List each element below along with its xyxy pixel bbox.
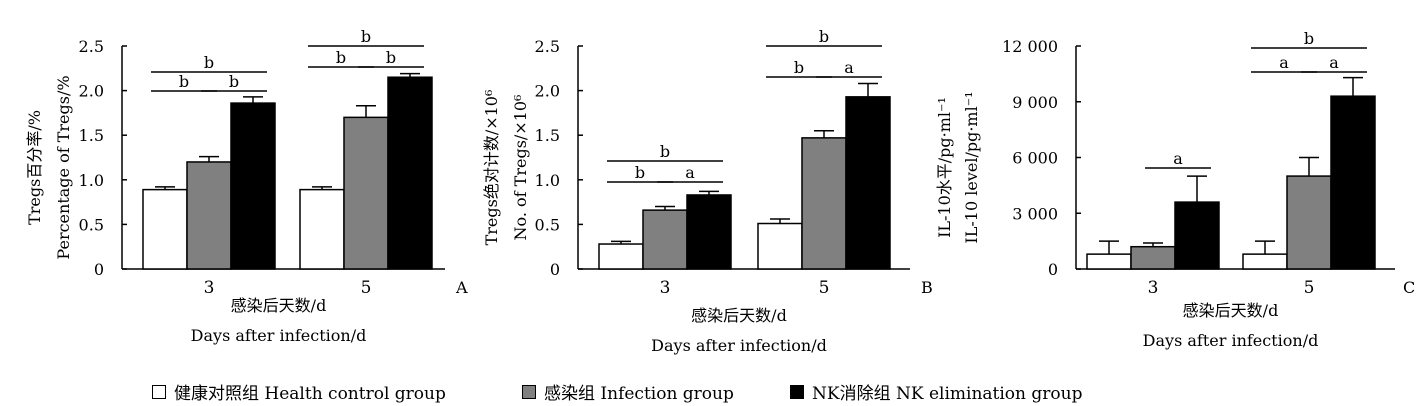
bar bbox=[186, 161, 232, 270]
y-tick-label: 2.5 bbox=[79, 37, 104, 56]
significance-label: a bbox=[685, 163, 695, 182]
legend-item-infection: 感染组 Infection group bbox=[522, 379, 734, 404]
legend-swatch-gray bbox=[522, 384, 536, 399]
significance-label: b bbox=[229, 72, 239, 91]
significance-label: a bbox=[1279, 53, 1289, 72]
y-tick-label: 6 000 bbox=[1012, 149, 1058, 168]
y-axis-label-en: IL-10 level/pg·ml⁻¹ bbox=[962, 91, 981, 243]
bar bbox=[845, 96, 891, 270]
legend-label: 感染组 Infection group bbox=[544, 384, 734, 404]
y-axis-label-cn: Tregs绝对计数/×10⁶ bbox=[482, 90, 501, 246]
significance-label: b bbox=[179, 72, 189, 91]
x-category-label: 5 bbox=[361, 278, 372, 298]
significance-label: a bbox=[844, 58, 854, 77]
legend-label: NK消除组 NK elimination group bbox=[812, 384, 1083, 404]
x-axis-label-en: Days after infection/d bbox=[191, 326, 367, 345]
bar bbox=[1130, 245, 1176, 270]
y-tick-label: 9 000 bbox=[1012, 93, 1058, 112]
legend-label: 健康对照组 Health control group bbox=[174, 384, 446, 404]
y-tick-label: 2.0 bbox=[535, 82, 560, 101]
legend: 健康对照组 Health control group 感染组 Infection… bbox=[0, 372, 1423, 406]
bar bbox=[1086, 253, 1132, 270]
y-tick-label: 12 000 bbox=[1002, 37, 1058, 56]
y-tick-label: 0 bbox=[1048, 260, 1058, 279]
y-tick-label: 3 000 bbox=[1012, 204, 1058, 223]
x-category-label: 3 bbox=[204, 278, 215, 298]
y-axis-label-en: No. of Tregs/×10⁶ bbox=[511, 95, 530, 241]
significance-label: b bbox=[1304, 29, 1314, 48]
bar bbox=[1242, 253, 1288, 270]
significance-label: a bbox=[1329, 53, 1339, 72]
significance-label: b bbox=[660, 142, 670, 161]
legend-swatch-black bbox=[790, 384, 804, 399]
y-tick-label: 1.5 bbox=[535, 126, 560, 145]
x-axis-label-en: Days after infection/d bbox=[651, 336, 827, 355]
y-tick-label: 2.0 bbox=[79, 82, 104, 101]
significance-label: b bbox=[204, 53, 214, 72]
legend-item-nk-elimination: NK消除组 NK elimination group bbox=[790, 379, 1082, 404]
y-tick-label: 1.0 bbox=[535, 171, 560, 190]
bar bbox=[642, 209, 688, 270]
legend-swatch-white bbox=[152, 384, 166, 399]
bar bbox=[757, 222, 803, 270]
panel-letter: C bbox=[1403, 278, 1415, 297]
significance-label: b bbox=[635, 163, 645, 182]
y-tick-label: 2.5 bbox=[535, 37, 560, 56]
bar bbox=[387, 76, 433, 270]
bar bbox=[299, 188, 345, 270]
bar bbox=[142, 188, 188, 270]
y-axis-label-en: Percentage of Tregs/% bbox=[54, 75, 73, 259]
x-category-label: 5 bbox=[1304, 278, 1315, 298]
y-axis-label-cn: Tregs百分率/% bbox=[25, 110, 44, 225]
significance-label: b bbox=[819, 27, 829, 46]
y-tick-label: 1.0 bbox=[79, 171, 104, 190]
x-axis-label-cn: 感染后天数/d bbox=[691, 306, 787, 325]
y-axis-label-cn: IL-10水平/pg·ml⁻¹ bbox=[935, 97, 954, 238]
y-tick-label: 0 bbox=[94, 260, 104, 279]
significance-label: b bbox=[386, 48, 396, 67]
bar bbox=[1330, 95, 1376, 270]
bar bbox=[801, 137, 847, 270]
x-category-label: 3 bbox=[1148, 278, 1159, 298]
y-tick-label: 0 bbox=[550, 260, 560, 279]
x-axis-label-en: Days after infection/d bbox=[1143, 331, 1319, 350]
bar bbox=[1286, 175, 1332, 270]
y-tick-label: 0.5 bbox=[79, 215, 104, 234]
bar bbox=[686, 194, 732, 270]
significance-label: b bbox=[336, 48, 346, 67]
x-category-label: 3 bbox=[660, 278, 671, 298]
significance-label: b bbox=[361, 27, 371, 46]
x-axis-label-cn: 感染后天数/d bbox=[231, 296, 327, 315]
y-tick-label: 0.5 bbox=[535, 215, 560, 234]
significance-label: a bbox=[1173, 149, 1183, 168]
bar bbox=[598, 243, 644, 270]
y-tick-label: 1.5 bbox=[79, 126, 104, 145]
panel-letter: A bbox=[455, 278, 468, 297]
bar bbox=[230, 102, 276, 270]
panel-letter: B bbox=[921, 278, 933, 297]
significance-label: b bbox=[794, 58, 804, 77]
bar bbox=[1174, 201, 1220, 270]
x-axis-label-cn: 感染后天数/d bbox=[1183, 301, 1279, 320]
x-category-label: 5 bbox=[819, 278, 830, 298]
legend-item-health-control: 健康对照组 Health control group bbox=[152, 379, 446, 404]
bar bbox=[343, 116, 389, 270]
